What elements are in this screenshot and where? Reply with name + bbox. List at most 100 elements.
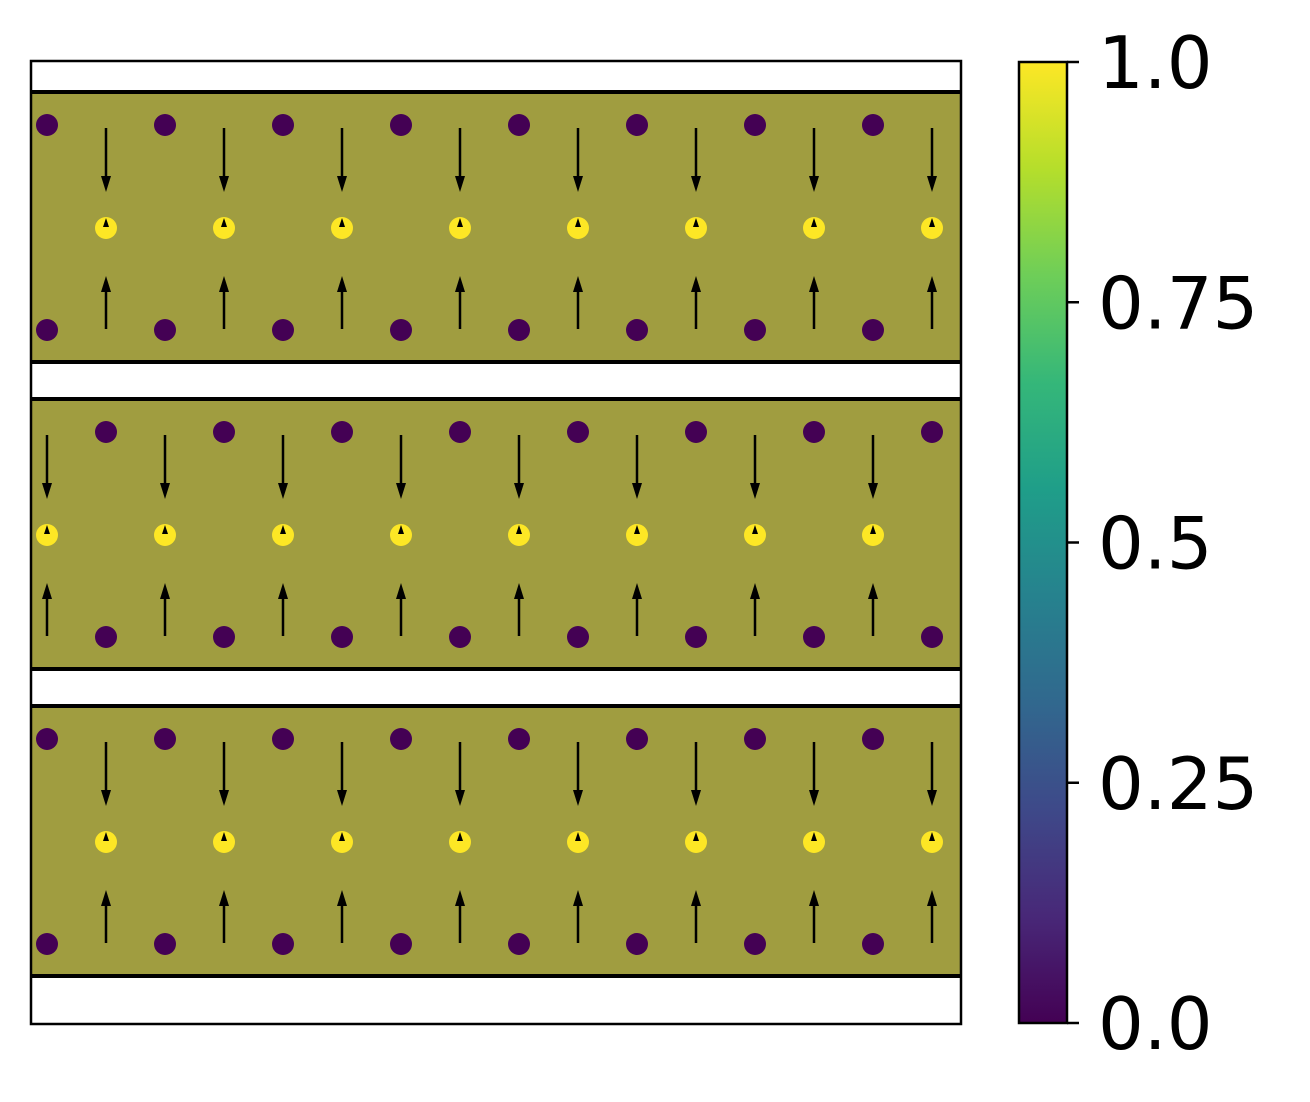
arrow-short-up-head [516,525,522,534]
arrow-group-band2-col9 [514,435,524,636]
marker-band3-top-col15 [862,728,884,750]
arrow-up-head [750,583,760,599]
marker-band1-top-col15 [862,114,884,136]
arrow-down-head [514,483,524,499]
marker-band3-middle-col10 [567,831,589,853]
arrow-short-up-head [575,832,581,841]
marker-band2-top-col14 [803,421,825,443]
arrow-down-head [396,483,406,499]
marker-band2-middle-col1 [36,524,58,546]
marker-band2-top-col10 [567,421,589,443]
colorbar: 0.0 0.25 0.5 0.75 1.0 [1017,21,1258,1066]
arrow-down-head [160,483,170,499]
arrow-down-head [337,176,347,192]
marker-band3-bottom-col13 [744,933,766,955]
arrow-up-head [219,890,229,906]
marker-band1-top-col3 [154,114,176,136]
arrow-down-head [809,790,819,806]
arrow-group-band3-col8 [455,742,465,943]
arrow-up-head [396,583,406,599]
arrow-up-head [573,890,583,906]
marker-band3-bottom-col1 [36,933,58,955]
arrow-group-band1-col4 [219,128,229,329]
marker-band2-top-col4 [213,421,235,443]
arrow-group-band3-col2 [101,742,111,943]
marker-band1-middle-col6 [331,217,353,239]
arrow-group-band1-col10 [573,128,583,329]
arrow-group-band1-col6 [337,128,347,329]
arrow-up-head [573,276,583,292]
marker-band2-bottom-col12 [685,626,707,648]
marker-band1-bottom-col9 [508,319,530,341]
markers-layer [36,114,943,955]
marker-band2-bottom-col10 [567,626,589,648]
marker-band1-bottom-col7 [390,319,412,341]
arrow-short-up-head [162,525,168,534]
arrow-down-head [219,176,229,192]
marker-band1-bottom-col3 [154,319,176,341]
arrow-group-band2-col1 [42,435,52,636]
arrow-up-head [455,276,465,292]
arrow-group-band1-col8 [455,128,465,329]
marker-band3-bottom-col7 [390,933,412,955]
arrow-short-up-head [870,525,876,534]
marker-band1-middle-col12 [685,217,707,239]
arrow-group-band1-col2 [101,128,111,329]
marker-band3-middle-col12 [685,831,707,853]
arrow-short-up-head [103,832,109,841]
marker-band1-top-col11 [626,114,648,136]
arrow-up-head [632,583,642,599]
arrow-short-up-head [339,832,345,841]
arrow-group-band3-col6 [337,742,347,943]
marker-band2-top-col2 [95,421,117,443]
arrow-down-head [278,483,288,499]
arrow-up-head [691,890,701,906]
arrow-short-up-head [44,525,50,534]
arrow-down-head [868,483,878,499]
arrow-down-head [219,790,229,806]
arrow-group-band2-col5 [278,435,288,636]
marker-band3-bottom-col5 [272,933,294,955]
marker-band2-top-col16 [921,421,943,443]
arrow-group-band3-col16 [927,742,937,943]
arrow-down-head [101,790,111,806]
arrows-layer [42,128,937,943]
colorbar-tick-label: 1.0 [1098,21,1213,105]
marker-band2-top-col6 [331,421,353,443]
arrow-up-head [42,583,52,599]
marker-band2-bottom-col14 [803,626,825,648]
arrow-short-up-head [929,832,935,841]
arrow-up-head [868,583,878,599]
marker-band3-bottom-col3 [154,933,176,955]
marker-band2-bottom-col6 [331,626,353,648]
arrow-short-up-head [221,218,227,227]
arrow-group-band3-col12 [691,742,701,943]
marker-band1-middle-col4 [213,217,235,239]
marker-band2-middle-col5 [272,524,294,546]
marker-band3-top-col7 [390,728,412,750]
marker-band1-top-col13 [744,114,766,136]
arrow-short-up-head [339,218,345,227]
marker-band1-top-col9 [508,114,530,136]
arrow-up-head [101,890,111,906]
marker-band1-bottom-col5 [272,319,294,341]
marker-band1-bottom-col15 [862,319,884,341]
marker-band3-middle-col2 [95,831,117,853]
marker-band1-top-col7 [390,114,412,136]
marker-band3-top-col13 [744,728,766,750]
marker-band2-middle-col13 [744,524,766,546]
arrow-short-up-head [811,218,817,227]
marker-band3-middle-col4 [213,831,235,853]
arrow-group-band1-col16 [927,128,937,329]
arrow-short-up-head [929,218,935,227]
arrow-down-head [455,176,465,192]
arrow-short-up-head [634,525,640,534]
marker-band2-middle-col7 [390,524,412,546]
arrow-down-head [750,483,760,499]
marker-band3-bottom-col11 [626,933,648,955]
arrow-group-band2-col3 [160,435,170,636]
arrow-group-band3-col10 [573,742,583,943]
arrow-up-head [927,890,937,906]
marker-band2-bottom-col4 [213,626,235,648]
